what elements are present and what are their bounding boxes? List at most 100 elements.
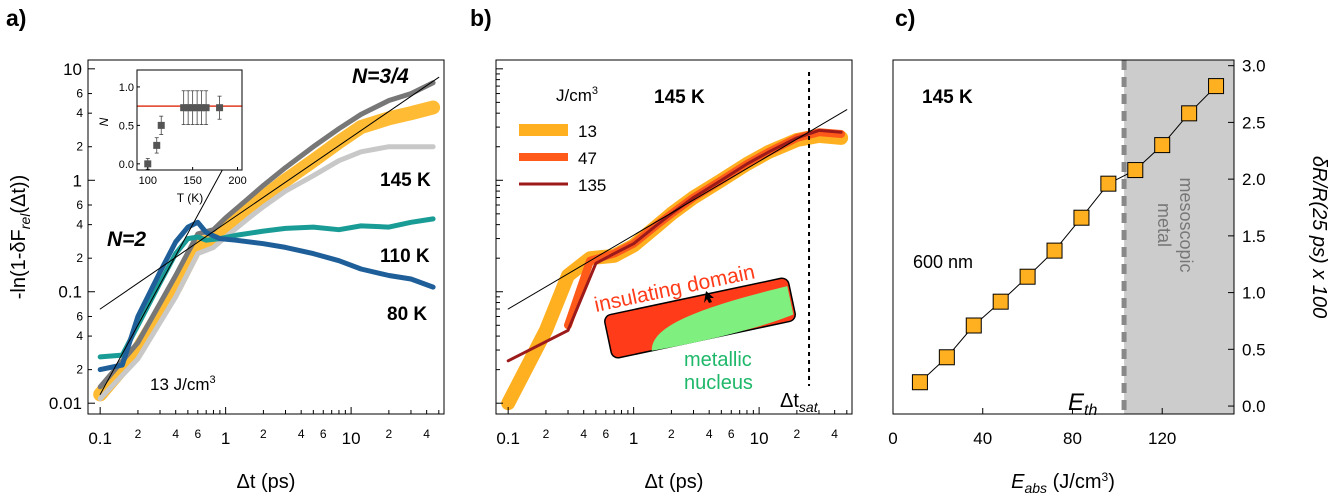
panel-b-legend: J/cm3 13 47 135 xyxy=(519,85,606,195)
panel-c-ticks: 0 40 80 120 0.0 0.5 1.0 1.5 2.0 2.5 3.0 xyxy=(888,57,1265,448)
panel-c-series xyxy=(911,78,1225,391)
annotation-145k: 145 K xyxy=(380,170,431,191)
data-marker xyxy=(992,293,1009,310)
label-metallic: metallic xyxy=(684,349,752,371)
series-line-80-k xyxy=(97,219,436,373)
panel-b: 0.1 2 4 6 1 2 4 6 10 2 4 Δt (ps) J/cm3 13 47 135 1… xyxy=(495,59,853,493)
inset-x-tick-label: 100 xyxy=(139,175,157,187)
data-marker xyxy=(1127,162,1144,179)
y-tick-label: 2 xyxy=(76,140,83,154)
series-line-13 xyxy=(501,128,849,411)
y-tick-label: 3.0 xyxy=(1242,57,1266,76)
y-tick-label: 4 xyxy=(76,218,83,232)
y-tick-label: 2 xyxy=(76,363,83,377)
x-tick-label: 120 xyxy=(1148,429,1176,448)
series-line-1 xyxy=(97,80,436,390)
x-tick-label: 6 xyxy=(320,427,327,441)
inset-point xyxy=(153,141,161,149)
panel-a-fit-lines xyxy=(99,76,440,395)
y-tick-label: 2 xyxy=(76,251,83,265)
data-marker xyxy=(911,374,928,391)
inset-frame xyxy=(136,69,243,171)
y-tick-label: 2.0 xyxy=(1242,170,1266,189)
y-tick-label: 0.0 xyxy=(1242,397,1266,416)
panel-b-series xyxy=(501,128,849,411)
inset-point xyxy=(216,104,224,112)
x-tick-label: 2 xyxy=(668,427,675,441)
data-marker xyxy=(1208,78,1225,95)
data-marker xyxy=(1181,105,1198,122)
dt-sat-main: Δt xyxy=(780,390,799,412)
y-tick-label: 1.0 xyxy=(1242,284,1266,303)
y-tick-label: 1.5 xyxy=(1242,227,1266,246)
x-tick-label: 80 xyxy=(1063,429,1082,448)
growth-arrow-icon xyxy=(704,291,714,303)
legend-label-13: 13 xyxy=(578,122,597,141)
annotation-fluence: 13 J/cm3 xyxy=(150,374,216,394)
inset-background xyxy=(137,70,242,170)
xlabel-main: Δt xyxy=(237,471,256,493)
annotation-80k: 80 K xyxy=(387,304,427,325)
panel-b-frame xyxy=(495,59,853,415)
x-tick-label: 1 xyxy=(629,429,638,448)
xlabel-unit: (ps) xyxy=(261,471,295,493)
legend-title-text: J/cm xyxy=(556,86,592,105)
inset-point xyxy=(144,160,152,168)
y-tick-label: 0.5 xyxy=(1242,340,1266,359)
fluence-sup: 3 xyxy=(210,374,216,386)
inset-point xyxy=(157,121,165,129)
panel-label-c: c) xyxy=(895,5,915,31)
inset-point xyxy=(198,104,206,112)
metal-label: metal xyxy=(1154,203,1174,247)
threshold-main: E xyxy=(1068,389,1085,416)
domain-illustration: insulating domain metallic nucleus xyxy=(592,260,796,394)
panel-b-ticks: 0.1 2 4 6 1 2 4 6 10 2 4 xyxy=(496,68,848,448)
x-tick-label: 2 xyxy=(260,427,267,441)
metallic-nucleus-shape xyxy=(651,286,794,351)
x-tick-label: 4 xyxy=(172,427,179,441)
y-tick-label: 0.01 xyxy=(49,394,82,413)
data-marker xyxy=(1154,137,1171,154)
inset-point xyxy=(189,104,197,112)
shaded-region xyxy=(1124,60,1234,414)
inset-x-tick-label: 150 xyxy=(183,175,201,187)
panel-b-xlabel: Δt (ps) xyxy=(645,471,704,493)
panel-a: 0.1 2 4 6 1 2 4 6 10 2 4 0.01 2 4 6 0.1 2 4 6 1 2 4 6 10 -ln(1-… xyxy=(8,59,445,493)
fit-line-1 xyxy=(99,76,440,310)
inset-x-tick-label: 200 xyxy=(228,175,246,187)
xlabel-sup: 3 xyxy=(1102,470,1109,484)
x-tick-label: 0.1 xyxy=(88,429,112,448)
annotation-145k-b: 145 K xyxy=(654,87,705,108)
annotation-n-3-4: N=3/4 xyxy=(352,65,409,88)
xlabel-unit: (J/cm xyxy=(1053,471,1102,493)
panel-a-frame xyxy=(87,59,445,415)
annotation-110k: 110 K xyxy=(380,246,430,267)
inset-xlabel: T (K) xyxy=(177,191,203,205)
x-tick-label: 0.1 xyxy=(496,429,520,448)
data-marker xyxy=(938,349,955,366)
x-tick-label: 4 xyxy=(423,427,430,441)
panel-a-ylabel: -ln(1-δFrel(Δt)) xyxy=(8,175,33,300)
panel-b-fit-line xyxy=(507,109,848,310)
inset-ticks: 100 150 200 0.0 0.5 1.0 xyxy=(119,82,247,187)
legend-label-47: 47 xyxy=(578,149,597,168)
inset-point xyxy=(180,104,188,112)
panel-label-b: b) xyxy=(470,5,492,31)
x-tick-label: 6 xyxy=(194,427,201,441)
legend-title: J/cm3 xyxy=(556,85,598,105)
xlabel-sub: abs xyxy=(1024,480,1047,496)
inset-point xyxy=(193,104,201,112)
ylabel-post: (Δt)) xyxy=(8,175,30,214)
legend-title-sup: 3 xyxy=(592,85,598,97)
threshold-sub: th xyxy=(1084,402,1097,419)
inset-ylabel: N xyxy=(97,117,111,126)
dt-sat-sub: sat xyxy=(799,399,819,415)
inset-point xyxy=(202,104,210,112)
label-nucleus: nucleus xyxy=(684,372,753,394)
inset-point xyxy=(184,104,192,112)
ylabel-sub: rel xyxy=(17,213,33,229)
x-tick-label: 2 xyxy=(794,427,801,441)
threshold-label: Eth xyxy=(1068,389,1097,419)
y-tick-label: 4 xyxy=(76,329,83,343)
y-tick-label: 1 xyxy=(73,171,82,190)
